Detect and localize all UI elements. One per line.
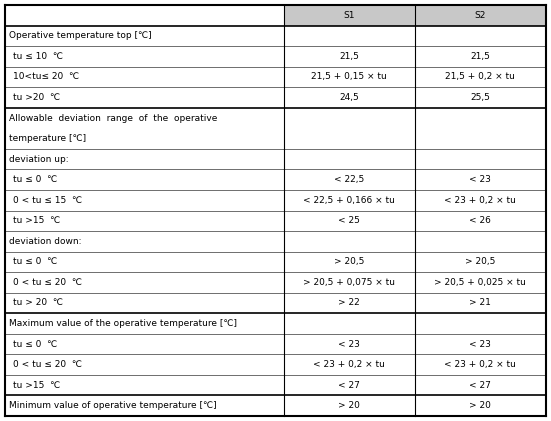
Text: tu ≤ 0  ℃: tu ≤ 0 ℃	[13, 340, 57, 349]
Text: 0 < tu ≤ 20  ℃: 0 < tu ≤ 20 ℃	[13, 360, 82, 369]
Text: tu >20  ℃: tu >20 ℃	[13, 93, 60, 102]
Text: deviation up:: deviation up:	[9, 155, 69, 164]
Text: < 25: < 25	[338, 216, 360, 225]
Text: 0 < tu ≤ 15  ℃: 0 < tu ≤ 15 ℃	[13, 196, 82, 205]
Text: 10<tu≤ 20  ℃: 10<tu≤ 20 ℃	[13, 72, 79, 81]
Text: Maximum value of the operative temperature [℃]: Maximum value of the operative temperatu…	[9, 319, 237, 328]
Text: < 23: < 23	[469, 175, 491, 184]
Text: > 20: > 20	[469, 401, 491, 410]
Text: tu ≤ 0  ℃: tu ≤ 0 ℃	[13, 175, 57, 184]
Text: > 20,5: > 20,5	[334, 257, 364, 266]
Text: < 22,5 + 0,166 × tu: < 22,5 + 0,166 × tu	[303, 196, 395, 205]
Text: < 23 + 0,2 × tu: < 23 + 0,2 × tu	[314, 360, 385, 369]
Text: deviation down:: deviation down:	[9, 237, 82, 246]
Text: 0 < tu ≤ 20  ℃: 0 < tu ≤ 20 ℃	[13, 278, 82, 287]
Text: < 27: < 27	[469, 381, 491, 390]
Text: Allowable  deviation  range  of  the  operative: Allowable deviation range of the operati…	[9, 114, 218, 123]
Text: > 20,5 + 0,025 × tu: > 20,5 + 0,025 × tu	[435, 278, 526, 287]
Text: 21,5: 21,5	[339, 52, 359, 61]
Text: < 22,5: < 22,5	[334, 175, 364, 184]
Text: > 22: > 22	[338, 298, 360, 307]
Text: S2: S2	[475, 11, 486, 20]
Text: 21,5 + 0,15 × tu: 21,5 + 0,15 × tu	[311, 72, 387, 81]
Text: tu > 20  ℃: tu > 20 ℃	[13, 298, 63, 307]
Text: temperature [℃]: temperature [℃]	[9, 134, 86, 143]
Text: tu >15  ℃: tu >15 ℃	[13, 216, 60, 225]
Text: < 23: < 23	[338, 340, 360, 349]
Text: > 20,5: > 20,5	[465, 257, 495, 266]
Text: > 20,5 + 0,075 × tu: > 20,5 + 0,075 × tu	[303, 278, 395, 287]
Text: < 26: < 26	[469, 216, 491, 225]
Text: < 23 + 0,2 × tu: < 23 + 0,2 × tu	[445, 196, 516, 205]
Text: < 27: < 27	[338, 381, 360, 390]
Text: 21,5: 21,5	[471, 52, 490, 61]
Text: < 23 + 0,2 × tu: < 23 + 0,2 × tu	[445, 360, 516, 369]
Text: tu ≤ 0  ℃: tu ≤ 0 ℃	[13, 257, 57, 266]
Text: > 20: > 20	[338, 401, 360, 410]
Text: Minimum value of operative temperature [℃]: Minimum value of operative temperature […	[9, 401, 217, 410]
Text: Operative temperature top [℃]: Operative temperature top [℃]	[9, 31, 152, 40]
Text: 25,5: 25,5	[471, 93, 490, 102]
Text: 21,5 + 0,2 × tu: 21,5 + 0,2 × tu	[445, 72, 515, 81]
Bar	[415, 5, 546, 26]
Bar	[284, 5, 415, 26]
Text: 24,5: 24,5	[339, 93, 359, 102]
Text: S1: S1	[343, 11, 355, 20]
Text: tu >15  ℃: tu >15 ℃	[13, 381, 60, 390]
Text: < 23: < 23	[469, 340, 491, 349]
Text: > 21: > 21	[469, 298, 491, 307]
Text: tu ≤ 10  ℃: tu ≤ 10 ℃	[13, 52, 63, 61]
